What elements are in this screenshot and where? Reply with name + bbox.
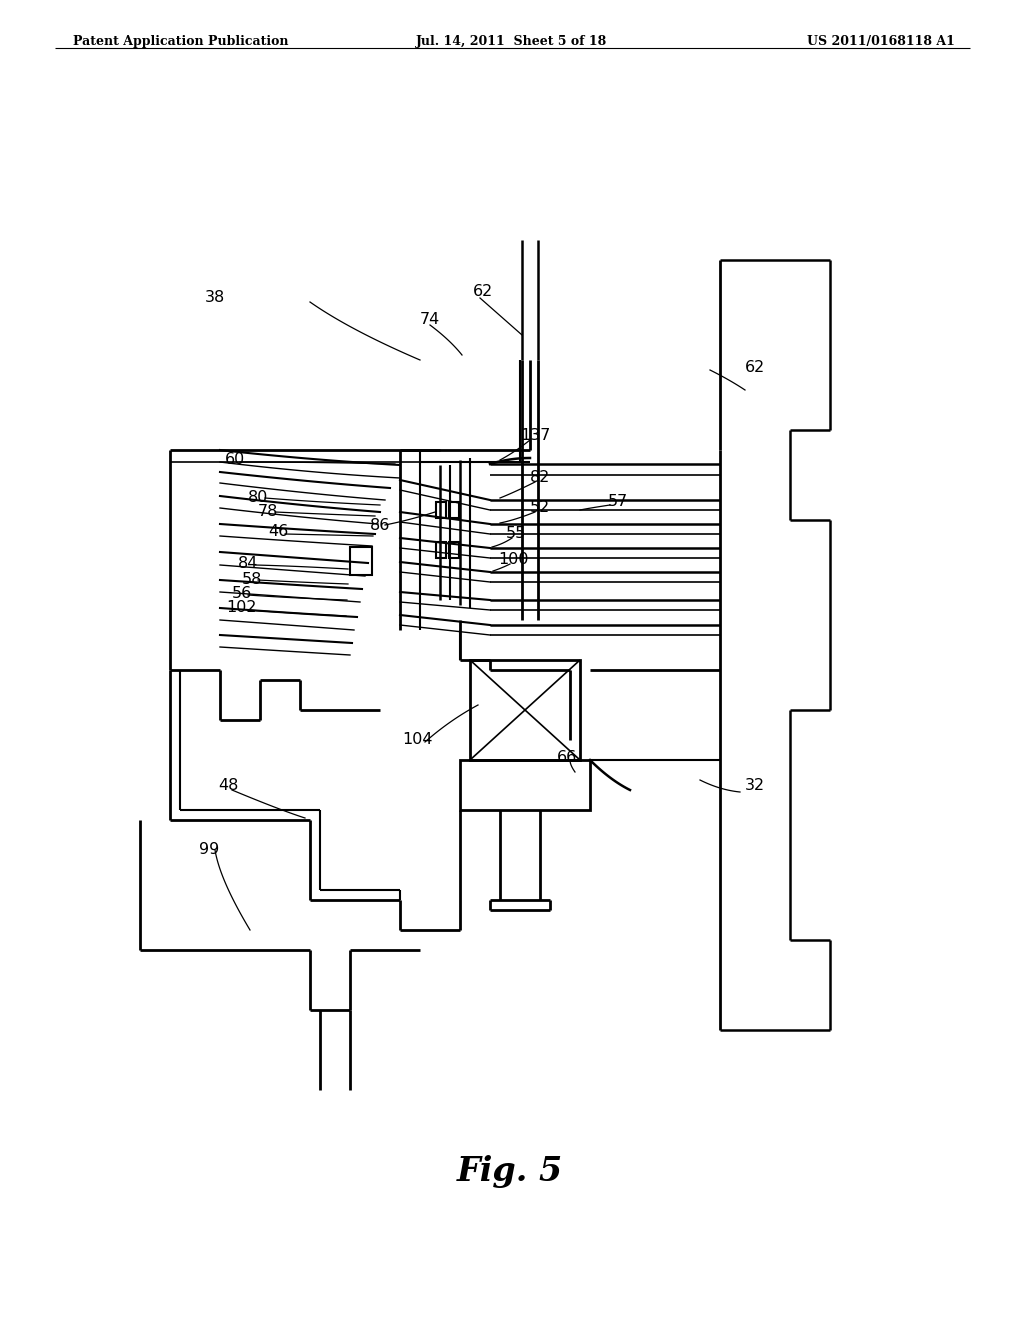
- Text: 99: 99: [199, 842, 219, 858]
- Bar: [436, 502, 446, 517]
- Text: 102: 102: [226, 601, 257, 615]
- Text: 58: 58: [242, 572, 262, 586]
- Text: 62: 62: [473, 285, 494, 300]
- Bar: [449, 502, 459, 517]
- Text: 74: 74: [420, 313, 440, 327]
- Text: 32: 32: [744, 779, 765, 793]
- Bar: [460, 760, 590, 810]
- Text: 57: 57: [608, 495, 628, 510]
- Text: Fig. 5: Fig. 5: [457, 1155, 563, 1188]
- Bar: [449, 543, 459, 558]
- Text: 55: 55: [506, 525, 526, 540]
- Text: 82: 82: [529, 470, 550, 486]
- Text: 84: 84: [238, 556, 258, 570]
- Text: 100: 100: [499, 553, 529, 568]
- Bar: [470, 660, 580, 760]
- Text: 52: 52: [529, 500, 550, 516]
- Text: 104: 104: [402, 733, 433, 747]
- Text: 78: 78: [258, 504, 279, 520]
- Text: 62: 62: [744, 360, 765, 375]
- Text: 48: 48: [218, 777, 239, 792]
- Text: 137: 137: [520, 428, 550, 442]
- Text: 66: 66: [557, 751, 578, 766]
- Text: 86: 86: [370, 517, 390, 532]
- Text: 56: 56: [231, 586, 252, 602]
- Text: 46: 46: [268, 524, 288, 539]
- Text: Patent Application Publication: Patent Application Publication: [73, 36, 289, 48]
- Text: 80: 80: [248, 490, 268, 504]
- Bar: [350, 546, 372, 576]
- Text: US 2011/0168118 A1: US 2011/0168118 A1: [807, 36, 955, 48]
- Bar: [436, 543, 446, 558]
- Text: 38: 38: [205, 290, 225, 305]
- Text: Jul. 14, 2011  Sheet 5 of 18: Jul. 14, 2011 Sheet 5 of 18: [417, 36, 607, 48]
- Text: 60: 60: [225, 453, 245, 467]
